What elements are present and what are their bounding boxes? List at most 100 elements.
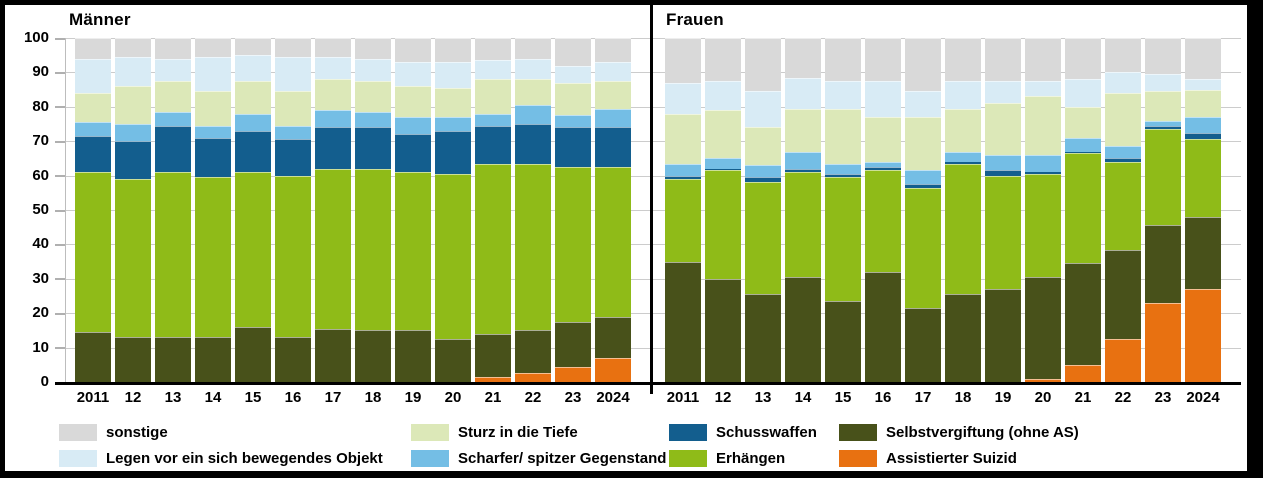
- bar-segment-selbstvergiftung: [515, 330, 551, 374]
- bar-segment-erhaengen: [315, 168, 351, 329]
- x-tick-label: 14: [204, 389, 222, 406]
- x-tick-label: 23: [1154, 389, 1172, 406]
- bar-frauen-18: [945, 38, 981, 382]
- panel-divider-line: [650, 5, 653, 394]
- bar-maenner-14: [195, 38, 231, 382]
- y-tick-label: 100: [23, 29, 49, 46]
- x-tick-label: 17: [324, 389, 342, 406]
- x-tick-label: 2011: [76, 389, 110, 406]
- bar-segment-sonstige: [595, 38, 631, 63]
- bar-segment-scharfer-spitzer-gegenstand: [985, 154, 1021, 171]
- bar-segment-erhaengen: [595, 167, 631, 317]
- bar-maenner-17: [315, 38, 351, 382]
- bar-segment-sturz-in-die-tiefe: [865, 117, 901, 162]
- bar-maenner-2011: [75, 38, 111, 382]
- bar-frauen-12: [705, 38, 741, 382]
- legend-item-schusswaffen: Schusswaffen: [669, 424, 1069, 441]
- bar-segment-scharfer-spitzer-gegenstand: [595, 108, 631, 128]
- bar-segment-sonstige: [275, 38, 311, 57]
- bar-segment-sturz-in-die-tiefe: [825, 108, 861, 164]
- bar-segment-sonstige: [745, 38, 781, 92]
- bar-segment-erhaengen: [665, 179, 701, 262]
- bar-segment-sturz-in-die-tiefe: [195, 91, 231, 126]
- bar-segment-sturz-in-die-tiefe: [475, 79, 511, 114]
- bar-segment-scharfer-spitzer-gegenstand: [155, 111, 191, 126]
- legend-item-sturz-in-die-tiefe: Sturz in die Tiefe: [411, 424, 811, 441]
- bar-segment-sturz-in-die-tiefe: [155, 81, 191, 112]
- bar-segment-legen-vor-objekt: [595, 62, 631, 81]
- bar-segment-sturz-in-die-tiefe: [945, 108, 981, 152]
- bar-segment-assistierter-suizid: [1025, 378, 1061, 382]
- legend-label-erhaengen: Erhängen: [716, 450, 786, 467]
- x-tick-label: 20: [1034, 389, 1052, 406]
- legend-label-scharfer-spitzer-gegenstand: Scharfer/ spitzer Gegenstand: [458, 450, 667, 467]
- bar-segment-scharfer-spitzer-gegenstand: [435, 117, 471, 131]
- bar-segment-erhaengen: [1025, 173, 1061, 278]
- bar-segment-selbstvergiftung: [1185, 216, 1221, 290]
- bar-frauen-21: [1065, 38, 1101, 382]
- bar-segment-schusswaffen: [1145, 125, 1181, 130]
- y-axis-tick: [55, 209, 65, 212]
- y-tick-label: 10: [32, 338, 49, 356]
- bar-segment-selbstvergiftung: [865, 271, 901, 382]
- bar-segment-selbstvergiftung: [905, 308, 941, 382]
- y-tick-label: 40: [32, 235, 49, 253]
- gridline-y20: [65, 313, 1241, 315]
- legend-swatch-selbstvergiftung: [839, 424, 877, 441]
- bar-segment-selbstvergiftung: [745, 294, 781, 382]
- bar-segment-erhaengen: [75, 172, 111, 333]
- bar-segment-sturz-in-die-tiefe: [235, 81, 271, 114]
- bar-segment-legen-vor-objekt: [985, 81, 1021, 104]
- bar-segment-assistierter-suizid: [555, 366, 591, 382]
- bar-frauen-15: [825, 38, 861, 382]
- bar-segment-schusswaffen: [395, 134, 431, 173]
- y-axis-tick: [55, 347, 65, 350]
- bar-segment-schusswaffen: [235, 130, 271, 173]
- y-tick-label: 50: [32, 201, 49, 218]
- bar-segment-schusswaffen: [745, 177, 781, 183]
- bar-segment-erhaengen: [115, 179, 151, 338]
- legend-swatch-erhaengen: [669, 450, 707, 467]
- bar-segment-sonstige: [865, 38, 901, 81]
- x-tick-label: 15: [834, 389, 852, 406]
- bar-segment-legen-vor-objekt: [435, 62, 471, 88]
- gridline-y100: [65, 38, 1241, 39]
- bar-segment-sturz-in-die-tiefe: [395, 86, 431, 118]
- bar-segment-legen-vor-objekt: [745, 91, 781, 128]
- bar-segment-schusswaffen: [665, 175, 701, 180]
- bar-maenner-16: [275, 38, 311, 382]
- legend-swatch-schusswaffen: [669, 424, 707, 441]
- bar-segment-selbstvergiftung: [985, 289, 1021, 382]
- x-tick-label: 2011: [666, 389, 700, 406]
- bar-segment-schusswaffen: [825, 173, 861, 178]
- bar-segment-scharfer-spitzer-gegenstand: [745, 165, 781, 178]
- x-tick-label: 22: [1114, 389, 1132, 406]
- bar-segment-scharfer-spitzer-gegenstand: [195, 125, 231, 138]
- bar-segment-sonstige: [315, 38, 351, 57]
- bar-segment-sturz-in-die-tiefe: [555, 82, 591, 116]
- bar-segment-legen-vor-objekt: [315, 56, 351, 80]
- bar-segment-legen-vor-objekt: [1185, 79, 1221, 90]
- bar-segment-selbstvergiftung: [315, 328, 351, 382]
- chart-stage: Männer Frauen 0 10 20 30 40 50 60 70 80 90 100 2011…: [5, 5, 1247, 471]
- gridline-y70: [65, 141, 1241, 143]
- x-tick-label: 21: [484, 389, 502, 406]
- y-axis-tick: [55, 243, 65, 246]
- x-axis-line: [55, 382, 1241, 385]
- bar-segment-erhaengen: [1145, 129, 1181, 226]
- bar-segment-sturz-in-die-tiefe: [115, 86, 151, 124]
- y-axis-tick: [55, 71, 65, 74]
- bar-frauen-17: [905, 38, 941, 382]
- bar-segment-selbstvergiftung: [595, 316, 631, 358]
- bar-segment-sturz-in-die-tiefe: [355, 81, 391, 112]
- x-tick-label: 13: [164, 389, 182, 406]
- bar-segment-selbstvergiftung: [355, 330, 391, 382]
- bar-segment-sonstige: [945, 38, 981, 81]
- gridline-y30: [65, 278, 1241, 280]
- y-tick-label: 80: [32, 97, 49, 115]
- bar-segment-erhaengen: [945, 163, 981, 295]
- bar-segment-assistierter-suizid: [595, 357, 631, 382]
- bar-segment-schusswaffen: [1105, 158, 1141, 162]
- y-tick-label: 60: [32, 166, 49, 184]
- bar-segment-sturz-in-die-tiefe: [1105, 93, 1141, 147]
